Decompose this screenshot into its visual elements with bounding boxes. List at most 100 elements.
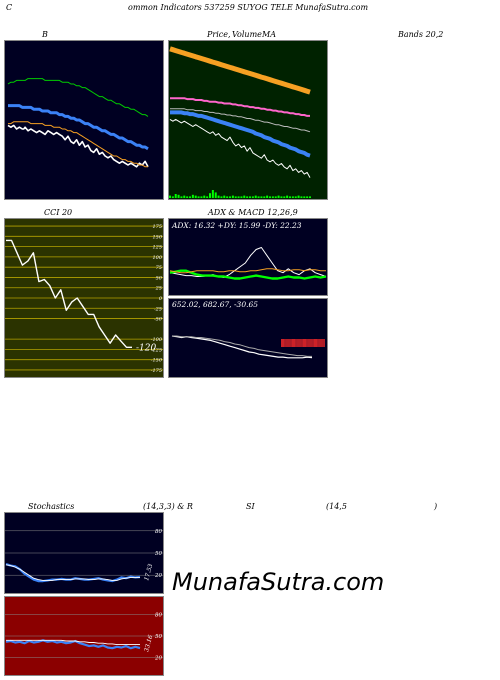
macd-histogram-bar [290,339,292,347]
label-adx-macd: ADX & MACD 12,26,9 [208,208,298,217]
cci-tick-label: -100 [151,337,163,343]
macd-readout: 652.02, 682.67, -30.65 [172,300,258,309]
label-cci: CCI 20 [44,208,73,217]
macd-histogram-bar [323,339,325,347]
macd-histogram-bar [316,339,317,347]
macd-histogram-bar [292,339,293,347]
volume-bar [220,196,223,198]
volume-bar [194,195,197,198]
label-price: Price, [207,30,231,39]
osc-tick-label: 50 [155,634,162,640]
series-adx [169,247,327,278]
macd-histogram-bar [318,339,320,347]
macd-histogram-bar [321,339,323,347]
volume-bar [240,196,243,198]
label-stoch-params: (14,3,3) & R [143,502,193,511]
macd-histogram-bar [294,339,295,347]
volume-bar [206,196,209,198]
macd-histogram-bar [309,339,311,347]
cci-tick-label: 25 [155,286,162,292]
macd-histogram-bar [286,339,288,347]
volume-bar [306,196,309,198]
volume-bar [234,196,237,198]
macd-histogram-bar [322,339,324,347]
series-macd [171,335,313,359]
cci-tick-label: -25 [154,306,162,312]
series-ma-gray [170,108,311,133]
series-plus-di [169,269,327,280]
volume-bar [169,195,171,198]
cci-tick-label: 75 [156,265,162,271]
macd-histogram-bar [303,339,304,347]
price-volume-chart [168,40,328,200]
volume-bar [171,196,174,198]
cci-value-label: -120 [136,343,156,353]
volume-bar [266,195,269,198]
series-price [169,118,311,178]
volume-bar [183,195,186,198]
volume-bar [197,196,200,198]
macd-histogram-bar [306,339,308,347]
osc-value-label: 33.16 [143,634,154,653]
volume-bar [174,194,177,198]
header-title: ommon Indicators 537259 SUYOG TELE Munaf… [128,3,369,12]
volume-bar [200,196,203,198]
volume-bar [294,196,297,198]
volume-bar [260,196,263,198]
label-b: B [42,30,48,39]
osc-tick-label: 20 [154,573,162,579]
macd-histogram-bar [297,339,299,347]
series-minus-di [169,268,326,274]
macd-histogram-bar [304,339,305,347]
volume-bar [223,195,226,198]
cci-tick-label: -50 [154,317,163,323]
macd-histogram-bar [301,339,303,347]
cci-tick-label: 125 [152,245,162,251]
volume-bar [263,196,266,198]
volume-bar [229,196,231,198]
macd-histogram-bar [282,339,283,347]
series-cci [6,239,132,349]
volume-bar [214,192,217,198]
label-ma: MA [262,30,276,39]
volume-bar [269,196,271,198]
macd-histogram-bar [311,339,313,347]
macd-histogram-bar [298,339,300,347]
volume-bar [177,194,180,198]
cci-tick-label: -150 [151,358,163,364]
series-d [5,564,140,581]
label-rsi-params: (14,5 [326,502,347,511]
series-signal [172,335,312,357]
panel-background [168,218,328,296]
volume-bar [209,193,211,198]
volume-bar [283,196,286,198]
macd-histogram-bar [283,339,284,347]
osc-tick-label: 80 [155,612,162,618]
cci-tick-label: -175 [151,368,162,374]
macd-histogram-bar [307,339,309,347]
macd-histogram-bar [281,339,282,347]
volume-bar [257,196,260,198]
volume-bar [274,196,277,198]
cci-tick-label: 100 [152,255,162,261]
volume-bar [289,196,291,198]
macd-histogram-bar [305,339,306,347]
watermark: MunafaSutra.com [172,568,385,596]
volume-bar [217,195,220,198]
volume-bar [203,195,206,198]
volume-bar [226,196,229,198]
osc-value-label: 17.53 [143,563,154,582]
series-ma-pink [170,97,310,117]
header-left-letter: C [6,3,13,12]
label-bands: Bands 20,2 [398,30,444,39]
cci-tick-label: -125 [151,347,162,353]
macd-histogram-bar [300,339,302,347]
series-rsi-avg [6,639,140,646]
series-ma-blue [170,110,311,158]
macd-histogram-bar [296,339,298,347]
volume-bar [246,196,249,198]
osc-tick-label: 50 [155,551,162,557]
volume-bar [249,196,251,198]
macd-histogram-bar [315,339,316,347]
